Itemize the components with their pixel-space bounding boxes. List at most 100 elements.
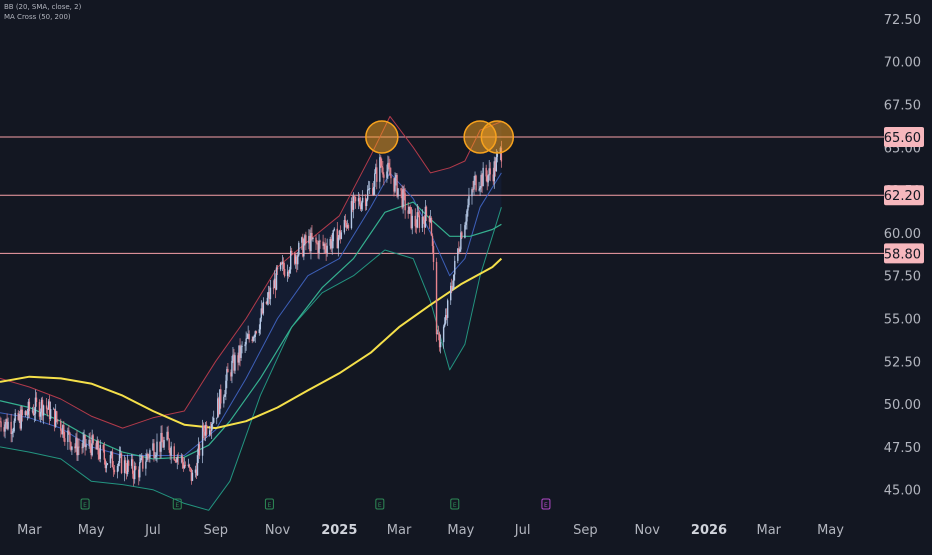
- candle-body: [140, 458, 142, 463]
- candle-body: [395, 174, 397, 178]
- candle-body: [154, 457, 156, 459]
- event-marker-dividend: [541, 498, 551, 510]
- candle-body: [297, 255, 299, 265]
- candle-body: [475, 175, 477, 191]
- y-tick-label: 47.50: [884, 441, 921, 456]
- candle-body: [340, 232, 343, 239]
- candle-body: [239, 345, 241, 358]
- candle-body: [182, 462, 185, 469]
- candle-body: [343, 219, 346, 233]
- candle-body: [152, 443, 154, 451]
- candle-body: [309, 235, 311, 252]
- candle-body: [436, 333, 439, 335]
- candle-body: [411, 215, 413, 229]
- candle-body: [400, 188, 402, 191]
- candle-body: [225, 380, 227, 395]
- candle-body: [191, 472, 194, 481]
- candle-body: [364, 197, 367, 207]
- candle-body: [394, 177, 396, 192]
- candle-body: [19, 414, 21, 429]
- indicator-label-bb[interactable]: BB (20, SMA, close, 2): [4, 3, 82, 11]
- candle-body: [280, 262, 283, 265]
- candle-body: [287, 271, 290, 274]
- candle-body: [174, 460, 176, 461]
- candle-body: [414, 215, 416, 227]
- candle-body: [246, 338, 248, 339]
- candle-body: [106, 463, 109, 465]
- candle-body: [357, 198, 360, 202]
- candle-body: [147, 454, 149, 456]
- candle-body: [438, 333, 441, 348]
- candle-body: [74, 446, 76, 449]
- candle-body: [358, 198, 361, 205]
- candle-body: [445, 315, 448, 318]
- candle-body: [17, 412, 19, 420]
- candle-body: [45, 405, 48, 409]
- candle-body: [163, 439, 165, 448]
- level-badge-2: [884, 243, 924, 264]
- candle-body: [63, 425, 65, 439]
- candle-body: [461, 232, 463, 238]
- candle-body: [281, 261, 284, 265]
- candle-body: [489, 168, 491, 175]
- candle-body: [240, 346, 242, 358]
- candle-body: [62, 425, 64, 435]
- candle-body: [425, 206, 428, 216]
- candle-body: [361, 197, 364, 203]
- x-tick-label: Sep: [203, 523, 228, 538]
- candle-body: [111, 451, 114, 468]
- candle-body: [318, 240, 320, 254]
- candle-body: [336, 228, 338, 249]
- candle-body: [366, 189, 369, 200]
- candle-body: [289, 250, 292, 270]
- candle-body: [31, 410, 34, 412]
- candle-body: [401, 190, 403, 208]
- candle-body: [316, 242, 318, 244]
- candle-body: [237, 355, 239, 363]
- candle-body: [35, 397, 38, 403]
- candle-body: [367, 188, 370, 190]
- candle-body: [238, 345, 240, 363]
- candle-body: [13, 420, 15, 432]
- candle-body: [247, 334, 249, 339]
- candle-body: [373, 186, 375, 195]
- candle-body: [416, 212, 419, 228]
- candle-body: [471, 189, 473, 197]
- candle-body: [442, 326, 445, 343]
- candle-body: [368, 188, 371, 190]
- candle-body: [376, 167, 378, 182]
- candle-body: [472, 189, 474, 190]
- candle-body: [47, 401, 50, 410]
- candle-body: [468, 196, 470, 206]
- y-tick-label: 72.50: [884, 13, 921, 28]
- candle-body: [308, 235, 310, 244]
- candle-body: [253, 336, 255, 338]
- candle-body: [195, 469, 198, 476]
- candle-body: [105, 464, 108, 469]
- candle-body: [112, 467, 115, 470]
- candle-body: [481, 174, 483, 187]
- candle-body: [139, 462, 141, 478]
- candle-body: [18, 414, 20, 420]
- x-tick-label: May: [817, 523, 844, 538]
- candle-body: [187, 464, 190, 466]
- candle-body: [49, 409, 52, 420]
- candle-body: [76, 437, 78, 456]
- candle-body: [294, 252, 296, 264]
- candle-body: [176, 456, 178, 463]
- candle-body: [302, 237, 304, 257]
- candle-body: [194, 469, 197, 473]
- candle-body: [404, 193, 406, 211]
- candle-body: [203, 431, 206, 436]
- candle-body: [81, 447, 83, 449]
- candle-body: [323, 243, 325, 246]
- candle-body: [75, 437, 77, 449]
- event-marker-label: E: [378, 502, 382, 509]
- level-badge-1: [884, 185, 924, 206]
- candle-body: [32, 410, 35, 415]
- candle-body: [418, 215, 421, 228]
- indicator-label-ma-cross[interactable]: MA Cross (50, 200): [4, 13, 71, 21]
- candle-body: [95, 443, 97, 450]
